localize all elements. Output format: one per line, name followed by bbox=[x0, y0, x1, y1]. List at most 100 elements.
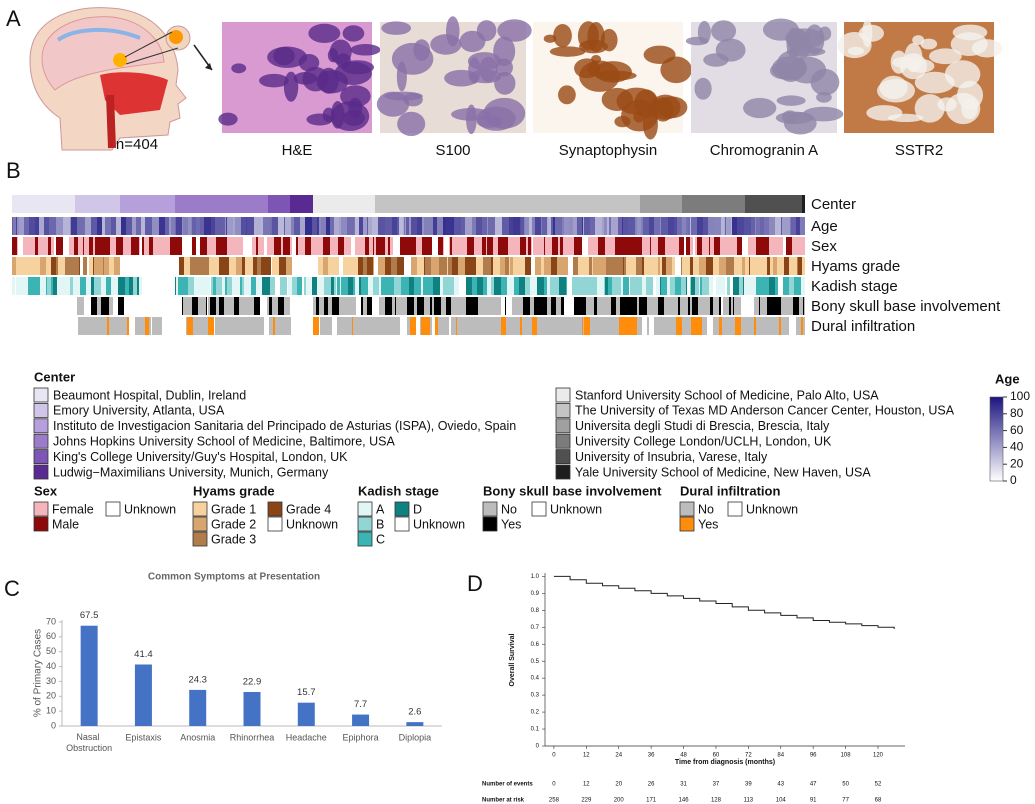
heatmap-cell bbox=[463, 297, 466, 315]
heatmap-cell bbox=[682, 257, 688, 275]
heatmap-cell bbox=[290, 195, 313, 213]
heatmap-cell bbox=[23, 237, 30, 255]
heatmap-cell bbox=[257, 317, 259, 335]
heatmap-cell bbox=[104, 257, 109, 275]
heatmap-cell bbox=[400, 237, 406, 255]
heatmap-cell bbox=[256, 297, 260, 315]
heatmap-cell bbox=[57, 297, 60, 315]
heatmap-cell bbox=[509, 217, 513, 235]
heatmap-cell bbox=[291, 317, 294, 335]
heatmap-cell bbox=[414, 297, 417, 315]
heatmap-cell bbox=[28, 277, 34, 295]
legend-label: Grade 3 bbox=[211, 532, 256, 546]
heatmap-cell bbox=[797, 257, 798, 275]
heatmap-cell bbox=[396, 297, 401, 315]
heatmap-cell bbox=[783, 237, 786, 255]
heatmap-cell bbox=[170, 237, 177, 255]
heatmap-cell bbox=[446, 217, 452, 235]
heatmap bbox=[12, 195, 805, 335]
heatmap-cell bbox=[79, 317, 86, 335]
heatmap-cell bbox=[406, 237, 409, 255]
stain-texture bbox=[579, 39, 608, 54]
heatmap-cell bbox=[692, 297, 696, 315]
heatmap-cell bbox=[114, 257, 120, 275]
heatmap-cell bbox=[762, 257, 767, 275]
heatmap-cell bbox=[556, 317, 562, 335]
heatmap-cell bbox=[803, 257, 805, 275]
heatmap-cell bbox=[725, 217, 726, 235]
heatmap-cell bbox=[556, 297, 560, 315]
heatmap-cell bbox=[444, 237, 449, 255]
heatmap-cell bbox=[12, 217, 13, 235]
heatmap-cell bbox=[225, 277, 227, 295]
heatmap-cell bbox=[727, 257, 734, 275]
heatmap-cell bbox=[363, 317, 368, 335]
colorbar-tick-label: 0 bbox=[1010, 473, 1017, 487]
heatmap-cell bbox=[50, 297, 57, 315]
heatmap-cell bbox=[697, 237, 702, 255]
heatmap-cell bbox=[324, 317, 327, 335]
heatmap-cell bbox=[793, 297, 799, 315]
x-tick-label: Rhinorrhea bbox=[230, 732, 275, 742]
heatmap-cell bbox=[233, 217, 235, 235]
heatmap-cell bbox=[435, 317, 438, 335]
heatmap-cell bbox=[734, 297, 735, 315]
heatmap-cell bbox=[163, 317, 165, 335]
heatmap-cell bbox=[332, 297, 336, 315]
heatmap-cell bbox=[70, 297, 77, 315]
heatmap-cell bbox=[328, 257, 335, 275]
heatmap-cell bbox=[264, 257, 271, 275]
heatmap-cell bbox=[645, 257, 651, 275]
legend-label: Yale University School of Medicine, New … bbox=[575, 465, 871, 479]
heatmap-cell bbox=[659, 317, 665, 335]
heatmap-cell bbox=[530, 277, 537, 295]
heatmap-cell bbox=[670, 277, 675, 295]
heatmap-cell bbox=[129, 297, 131, 315]
heatmap-cell bbox=[182, 297, 183, 315]
heatmap-cell bbox=[42, 317, 46, 335]
heatmap-cell bbox=[731, 297, 732, 315]
heatmap-cell bbox=[368, 317, 369, 335]
heatmap-cell bbox=[235, 217, 241, 235]
heatmap-cell bbox=[352, 317, 353, 335]
heatmap-cell bbox=[753, 317, 754, 335]
heatmap-cell bbox=[314, 257, 318, 275]
heatmap-cell bbox=[471, 257, 476, 275]
heatmap-cell bbox=[292, 237, 296, 255]
heatmap-cell bbox=[392, 297, 395, 315]
heatmap-cell bbox=[559, 277, 566, 295]
legend-label: Yes bbox=[501, 517, 521, 531]
heatmap-cell bbox=[662, 257, 666, 275]
heatmap-cell bbox=[374, 257, 378, 275]
heatmap-cell bbox=[261, 217, 263, 235]
heatmap-cell bbox=[116, 217, 121, 235]
heatmap-cell bbox=[642, 237, 649, 255]
heatmap-cell bbox=[531, 237, 532, 255]
heatmap-cell bbox=[710, 237, 712, 255]
heatmap-cell bbox=[686, 237, 687, 255]
heatmap-cell bbox=[111, 217, 116, 235]
heatmap-cell bbox=[424, 297, 428, 315]
heatmap-cell bbox=[305, 237, 311, 255]
legend-label: No bbox=[501, 502, 517, 516]
heatmap-cell bbox=[209, 297, 210, 315]
heatmap-cell bbox=[476, 237, 482, 255]
heatmap-cell bbox=[252, 237, 256, 255]
y-tick-label: 10 bbox=[46, 706, 56, 716]
legend-swatch bbox=[555, 402, 571, 418]
stain-texture bbox=[494, 71, 516, 95]
heatmap-cell bbox=[287, 277, 288, 295]
heatmap-cell bbox=[680, 297, 685, 315]
heatmap-cell bbox=[306, 277, 312, 295]
heatmap-cell bbox=[390, 237, 393, 255]
heatmap-cell bbox=[510, 257, 513, 275]
heatmap-cell bbox=[330, 217, 334, 235]
heatmap-cell bbox=[790, 237, 792, 255]
heatmap-cell bbox=[144, 237, 149, 255]
heatmap-cell bbox=[667, 277, 670, 295]
heatmap-cell bbox=[604, 217, 607, 235]
heatmap-cell bbox=[685, 297, 688, 315]
heatmap-cell bbox=[105, 217, 111, 235]
